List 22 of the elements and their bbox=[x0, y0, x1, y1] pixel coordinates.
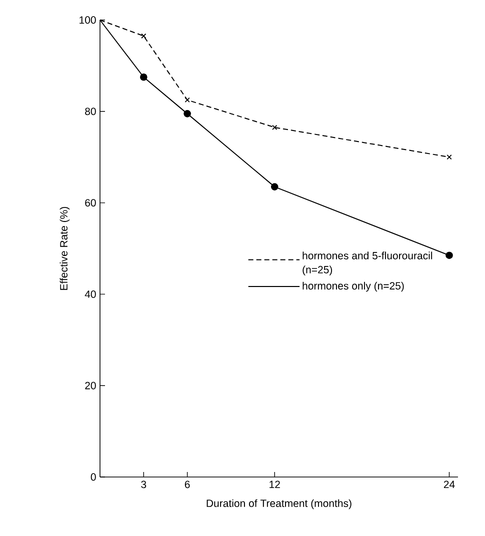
point bbox=[446, 154, 452, 160]
x-tick-label: 3 bbox=[141, 480, 146, 488]
y-tick-label: 20 bbox=[85, 382, 96, 390]
point bbox=[184, 97, 190, 103]
point bbox=[140, 73, 148, 81]
y-tick-label: 0 bbox=[90, 473, 96, 481]
point bbox=[446, 252, 453, 260]
x-tick-label: 24 bbox=[444, 480, 455, 488]
y-tick-label: 40 bbox=[84, 290, 96, 298]
legend-label: hormones only (n=25) bbox=[302, 282, 404, 292]
x-tick-label: 12 bbox=[270, 480, 280, 488]
y-tick-label: 60 bbox=[85, 199, 96, 207]
point bbox=[272, 124, 278, 130]
x-tick-label: 6 bbox=[184, 480, 190, 488]
y-axis-title: Effective Rate (%) bbox=[60, 206, 70, 290]
x-axis-title: Duration of Treatment (months) bbox=[206, 499, 352, 510]
y-tick-label: 100 bbox=[80, 16, 96, 24]
point bbox=[270, 183, 278, 190]
y-tick-label: 80 bbox=[85, 108, 96, 116]
point bbox=[184, 110, 191, 118]
point bbox=[141, 33, 146, 39]
legend-label: hormones and 5-fluorouracil (n=25) bbox=[302, 252, 432, 276]
